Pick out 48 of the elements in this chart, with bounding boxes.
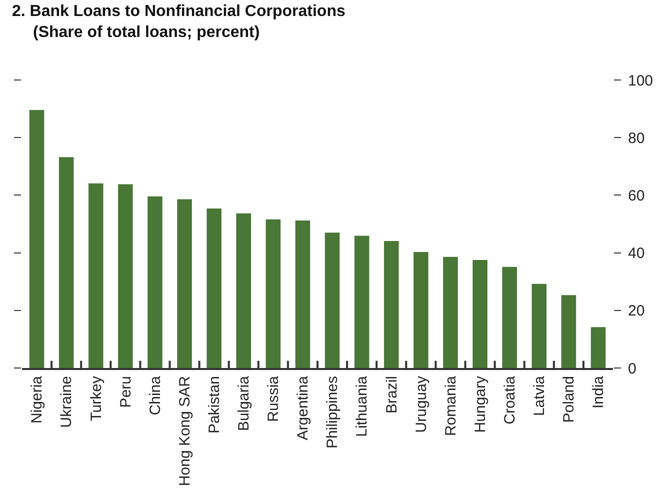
y-tick-label: 20 xyxy=(628,302,645,320)
x-tick-label: Peru xyxy=(117,376,134,408)
x-tick-label: Turkey xyxy=(88,376,105,422)
bar xyxy=(590,327,606,368)
bar xyxy=(561,295,576,368)
x-tick-label: Philippines xyxy=(324,376,342,449)
y-tick-label: 0 xyxy=(628,360,636,378)
y-tick-label: 60 xyxy=(628,187,645,204)
bar xyxy=(443,256,458,368)
bar xyxy=(118,184,133,368)
bar xyxy=(295,220,310,368)
chart-title: 2. Bank Loans to Nonfinancial Corporations xyxy=(12,3,346,20)
x-tick-label: Bulgaria xyxy=(236,375,253,432)
x-tick-label: Hungary xyxy=(472,376,489,433)
x-tick-label: Lithuania xyxy=(354,375,371,437)
x-tick-label: Romania xyxy=(442,375,460,436)
x-tick-label: Uruguay xyxy=(412,376,430,433)
bar xyxy=(266,219,281,368)
x-tick-label: Ukraine xyxy=(58,376,76,428)
bar xyxy=(532,284,547,368)
bar xyxy=(384,240,399,368)
bar xyxy=(414,252,428,368)
bar xyxy=(177,199,192,368)
x-tick-label: Brazil xyxy=(383,376,400,414)
x-tick-label: India xyxy=(590,375,608,409)
x-tick-label: Poland xyxy=(560,376,578,423)
bar xyxy=(236,213,252,368)
bar xyxy=(206,208,222,368)
x-tick-label: Russia xyxy=(265,375,282,422)
bar xyxy=(148,196,162,368)
bar xyxy=(324,232,340,368)
y-tick-label: 100 xyxy=(628,72,654,90)
bar xyxy=(29,110,44,368)
x-tick-label: Argentina xyxy=(294,375,312,440)
bar xyxy=(58,157,74,368)
x-tick-label: Pakistan xyxy=(206,376,223,434)
chart-subtitle: (Share of total loans; percent) xyxy=(33,24,260,41)
x-tick-label: Nigeria xyxy=(28,375,46,424)
x-tick-label: Hong Kong SAR xyxy=(176,376,194,486)
y-tick-label: 80 xyxy=(628,130,645,147)
x-tick-label: Croatia xyxy=(501,375,518,424)
bar xyxy=(354,236,370,368)
bar xyxy=(502,266,517,368)
x-tick-label: Latvia xyxy=(531,375,548,416)
bar xyxy=(88,183,104,368)
x-tick-label: China xyxy=(146,375,164,416)
bar xyxy=(472,260,488,368)
y-tick-label: 40 xyxy=(628,245,645,262)
